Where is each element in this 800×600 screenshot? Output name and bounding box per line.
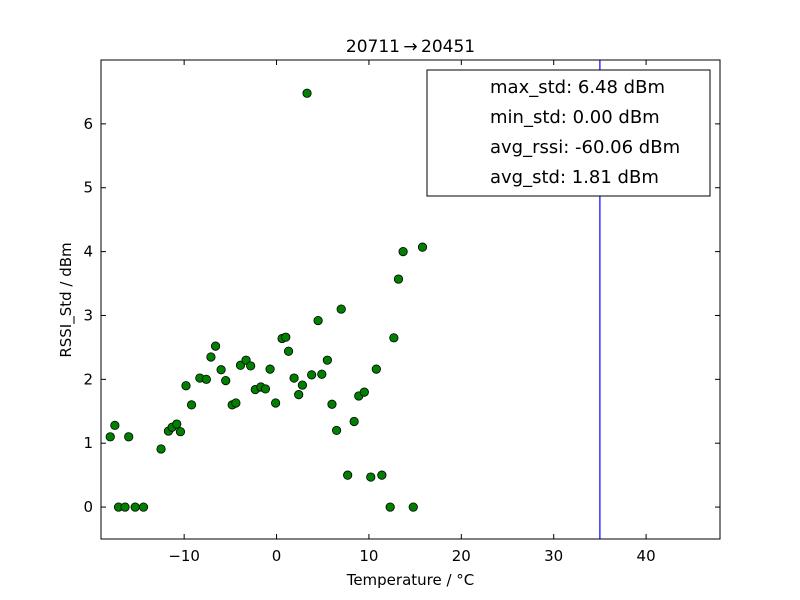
data-point [327,399,337,409]
x-tick-label: 0 [272,547,282,565]
data-point [398,247,408,257]
data-point [385,502,395,512]
data-point [393,274,404,284]
legend-box [426,69,711,197]
data-point [343,470,353,480]
data-point [408,502,418,512]
x-tick-label: 10 [359,547,378,565]
legend-entry-max-std: max_std: 6.48 dBm [490,77,665,98]
data-point [336,304,346,314]
data-point [371,364,381,374]
data-point [417,242,428,252]
x-tick-label: −10 [168,547,200,565]
legend: max_std: 6.48 dBm min_std: 0.00 dBm avg_… [426,69,711,197]
y-tick-label: 1 [83,434,93,452]
y-tick-label: 0 [83,498,93,516]
data-point [156,444,166,454]
chart-title: 20711 → 20451 [346,37,475,57]
data-point [289,373,299,383]
data-point [297,380,308,390]
data-point [302,88,312,98]
data-point [389,333,399,343]
plot-frame [100,59,721,540]
data-point [105,432,115,442]
data-point [231,398,241,408]
data-point [172,419,182,429]
data-point [265,364,275,374]
data-point [313,315,323,326]
data-point [124,432,134,442]
legend-entry-avg-std: avg_std: 1.81 dBm [490,167,659,188]
y-tick-label: 3 [83,306,93,324]
data-points [105,88,428,512]
data-point [110,420,120,430]
data-point [216,365,226,375]
data-point [307,370,317,380]
data-point [210,341,221,351]
y-tick-label: 4 [83,243,93,261]
legend-entry-min-std: min_std: 0.00 dBm [490,107,660,128]
data-point [281,332,291,342]
data-point [130,502,140,512]
data-point [201,374,211,384]
legend-entry-avg-rssi: avg_rssi: -60.06 dBm [490,137,680,158]
data-point [120,502,130,512]
data-point [377,470,387,480]
data-point [260,384,271,394]
data-point [317,369,327,379]
x-tick-label: 20 [452,547,471,565]
data-point [271,398,281,408]
data-point [322,355,332,365]
data-point [186,400,197,410]
x-tick-label: 40 [637,547,656,565]
data-point [246,361,256,371]
data-point [175,427,186,437]
x-axis-ticks: −10 0 10 20 30 40 [168,60,656,565]
data-point [294,390,304,400]
data-point [349,416,359,427]
data-point [283,346,294,356]
data-point [138,502,149,512]
data-point [331,425,342,436]
y-tick-label: 2 [83,370,93,388]
y-tick-label: 5 [83,179,93,197]
data-point [181,381,191,391]
y-axis-ticks: 0 1 2 3 4 5 6 [83,115,720,516]
x-tick-label: 30 [544,547,563,565]
y-tick-label: 6 [83,115,93,133]
data-point [221,376,231,386]
data-point [366,472,376,482]
data-point [359,387,369,397]
data-point [206,352,216,362]
y-axis-label: RSSI_Std / dBm [57,242,76,357]
x-axis-label: Temperature / °C [346,571,475,589]
